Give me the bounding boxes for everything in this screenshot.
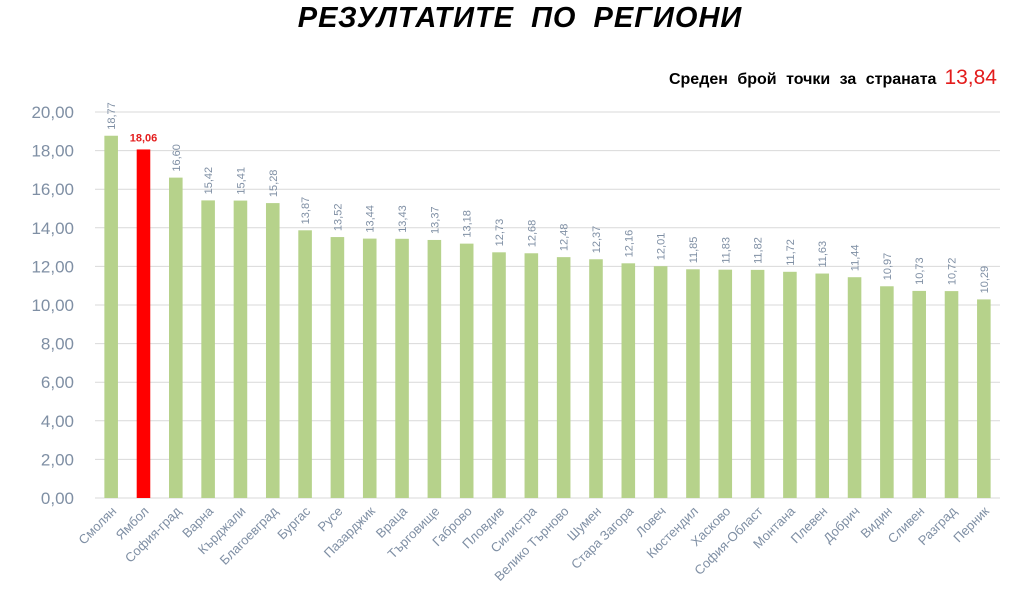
value-label-18: 12,01 <box>656 233 668 261</box>
y-tick-label: 20,00 <box>31 103 74 122</box>
value-label-23: 11,63 <box>817 241 829 268</box>
bar-24 <box>847 277 862 498</box>
bar-6 <box>265 203 280 498</box>
bar-15 <box>556 257 571 498</box>
value-label-25: 10,97 <box>882 253 894 281</box>
bar-4 <box>201 200 215 499</box>
bar-28 <box>977 299 991 498</box>
y-tick-label: 10,00 <box>31 296 74 315</box>
value-label-1: 18,77 <box>106 102 118 130</box>
value-label-10: 13,43 <box>397 205 409 233</box>
value-label-4: 15,42 <box>203 167 215 195</box>
bar-1 <box>104 135 118 498</box>
value-label-16: 12,37 <box>591 226 603 254</box>
bar-13 <box>492 252 506 498</box>
value-label-24: 11,44 <box>850 244 862 271</box>
y-tick-label: 14,00 <box>31 219 74 238</box>
bar-11 <box>427 239 442 499</box>
bar-3 <box>169 177 183 498</box>
average-value: 13,84 <box>944 66 997 89</box>
y-axis: 0,00 2,00 4,00 6,00 8,00 10,00 12,00 14,00 16,00… <box>31 103 74 508</box>
bar-7 <box>298 230 312 498</box>
value-label-17: 12,16 <box>623 230 635 258</box>
bar-14 <box>524 253 539 498</box>
national-average: Среден брой точки за страната 13,84 <box>669 66 997 90</box>
value-label-19: 11,85 <box>688 237 700 264</box>
y-tick-label: 8,00 <box>41 335 74 354</box>
y-tick-label: 12,00 <box>31 257 74 276</box>
value-label-13: 12,73 <box>494 219 506 247</box>
value-label-14: 12,68 <box>526 220 538 248</box>
x-axis-labels: СмолянЯмболСофия-градВарнаКърджалиБлагое… <box>75 503 992 584</box>
bar-10 <box>395 238 409 498</box>
bar-27 <box>944 291 959 498</box>
bar-25 <box>880 286 894 498</box>
gridlines <box>95 111 1000 499</box>
bar-20 <box>718 269 733 498</box>
bar-21 <box>750 269 765 498</box>
bar-17 <box>621 263 636 498</box>
bar-8 <box>330 237 345 498</box>
value-label-11: 13,37 <box>429 206 441 234</box>
value-label-22: 11,72 <box>785 239 797 266</box>
y-tick-label: 0,00 <box>41 489 74 508</box>
value-label-12: 13,18 <box>462 210 474 238</box>
bar-18 <box>653 266 668 498</box>
value-label-9: 13,44 <box>365 205 377 233</box>
y-tick-label: 16,00 <box>31 180 74 199</box>
bar-22 <box>783 271 797 498</box>
value-label-7: 13,87 <box>300 197 312 225</box>
chart-title: РЕЗУЛТАТИТЕ ПО РЕГИОНИ <box>297 2 743 34</box>
value-label-2: 18,06 <box>130 132 158 144</box>
value-labels: 18,77 18,06 16,60 15,42 15,41 15,28 13,87 13,52… <box>106 102 991 293</box>
bars <box>104 135 991 499</box>
bar-26 <box>912 290 926 498</box>
value-label-27: 10,72 <box>947 258 959 286</box>
average-label: Среден брой точки за страната <box>668 71 937 88</box>
y-tick-label: 2,00 <box>41 450 74 469</box>
x-tick-label-24: Добрич <box>820 504 862 546</box>
value-label-8: 13,52 <box>332 204 344 232</box>
value-label-3: 16,60 <box>171 144 183 172</box>
value-label-6: 15,28 <box>268 170 280 198</box>
bar-9 <box>362 238 377 498</box>
x-tick-label-1: Смолян <box>75 504 119 548</box>
value-label-28: 10,29 <box>979 266 991 294</box>
value-label-20: 11,83 <box>720 237 732 264</box>
bar-5 <box>233 200 248 498</box>
y-tick-label: 18,00 <box>31 142 74 161</box>
bar-23 <box>815 273 830 498</box>
value-label-26: 10,73 <box>914 257 926 285</box>
y-tick-label: 4,00 <box>41 412 74 431</box>
bar-2 <box>136 149 151 498</box>
y-tick-label: 6,00 <box>41 373 74 392</box>
x-tick-label-28: Перник <box>950 503 992 545</box>
bar-16 <box>589 259 603 498</box>
value-label-15: 12,48 <box>559 224 571 252</box>
x-tick-label-7: Бургас <box>274 503 313 542</box>
bar-19 <box>686 269 700 498</box>
value-label-5: 15,41 <box>235 167 247 195</box>
bar-12 <box>459 243 474 498</box>
value-label-21: 11,82 <box>753 237 765 264</box>
